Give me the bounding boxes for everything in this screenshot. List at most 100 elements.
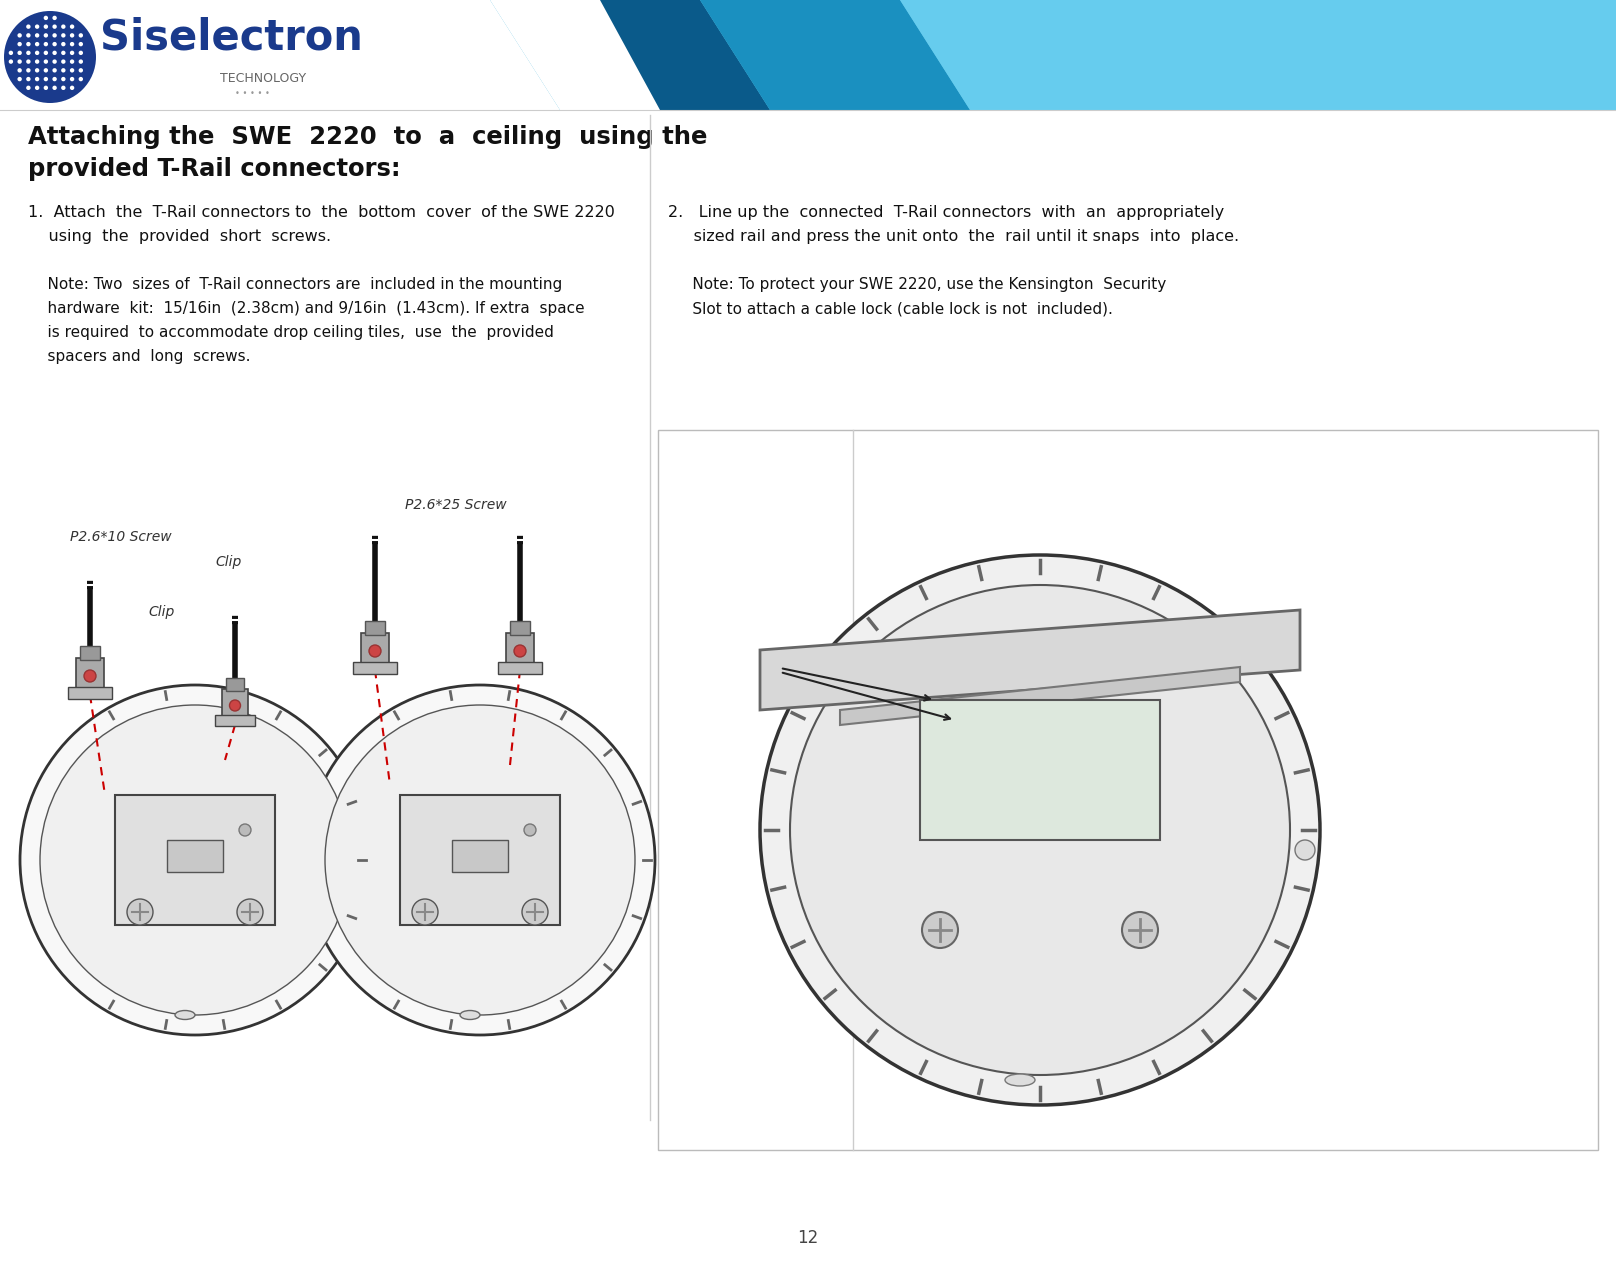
Text: Attaching the  SWE  2220  to  a  ceiling  using the: Attaching the SWE 2220 to a ceiling usin… <box>27 126 708 150</box>
Circle shape <box>18 77 23 81</box>
Bar <box>221 689 249 720</box>
Circle shape <box>79 77 82 81</box>
Circle shape <box>52 68 57 72</box>
Circle shape <box>52 33 57 38</box>
Circle shape <box>26 33 31 38</box>
Circle shape <box>69 68 74 72</box>
Circle shape <box>18 33 23 38</box>
Circle shape <box>69 24 74 29</box>
Circle shape <box>44 77 48 81</box>
Circle shape <box>44 51 48 55</box>
Circle shape <box>69 42 74 47</box>
Circle shape <box>79 68 82 72</box>
Circle shape <box>238 899 263 924</box>
Circle shape <box>18 68 23 72</box>
Bar <box>506 633 535 667</box>
Circle shape <box>52 51 57 55</box>
Circle shape <box>18 60 23 63</box>
Text: TECHNOLOGY: TECHNOLOGY <box>220 71 305 85</box>
Ellipse shape <box>461 1011 480 1019</box>
Bar <box>511 621 530 635</box>
Circle shape <box>44 24 48 29</box>
Circle shape <box>44 15 48 20</box>
Text: T-Rail: T-Rail <box>900 483 937 497</box>
Circle shape <box>61 86 66 90</box>
Bar <box>365 621 385 635</box>
Circle shape <box>84 670 95 682</box>
Text: P2.6*10 Screw: P2.6*10 Screw <box>69 530 171 544</box>
Circle shape <box>239 824 250 836</box>
Circle shape <box>36 77 39 81</box>
Text: 12: 12 <box>797 1229 819 1246</box>
Circle shape <box>128 899 154 924</box>
Circle shape <box>36 68 39 72</box>
Circle shape <box>36 51 39 55</box>
Circle shape <box>79 33 82 38</box>
Bar <box>401 795 561 924</box>
Circle shape <box>52 15 57 20</box>
Text: hardware  kit:  15/16in  (2.38cm) and 9/16in  (1.43cm). If extra  space: hardware kit: 15/16in (2.38cm) and 9/16i… <box>27 301 585 316</box>
Circle shape <box>26 42 31 47</box>
Polygon shape <box>760 610 1299 710</box>
Circle shape <box>79 51 82 55</box>
Bar <box>68 687 112 699</box>
Circle shape <box>26 68 31 72</box>
Text: Slot to attach a cable lock (cable lock is not  included).: Slot to attach a cable lock (cable lock … <box>667 301 1113 316</box>
Ellipse shape <box>790 585 1290 1075</box>
Circle shape <box>36 42 39 47</box>
Circle shape <box>61 33 66 38</box>
Bar <box>115 795 275 924</box>
Circle shape <box>44 68 48 72</box>
Bar <box>360 633 389 667</box>
Circle shape <box>36 86 39 90</box>
Circle shape <box>412 899 438 924</box>
Bar <box>498 662 541 673</box>
Circle shape <box>52 77 57 81</box>
Ellipse shape <box>19 685 370 1035</box>
Ellipse shape <box>305 685 654 1035</box>
Circle shape <box>52 42 57 47</box>
Bar <box>658 430 1598 1150</box>
Circle shape <box>69 60 74 63</box>
Bar <box>452 839 507 872</box>
Circle shape <box>36 60 39 63</box>
Circle shape <box>3 11 95 103</box>
Circle shape <box>69 86 74 90</box>
Circle shape <box>52 24 57 29</box>
Circle shape <box>44 60 48 63</box>
Text: • • • • •: • • • • • <box>234 90 270 99</box>
Circle shape <box>79 60 82 63</box>
Circle shape <box>69 33 74 38</box>
Circle shape <box>52 86 57 90</box>
Text: provided T-Rail connectors:: provided T-Rail connectors: <box>27 157 401 181</box>
Text: 1.  Attach  the  T-Rail connectors to  the  bottom  cover  of the SWE 2220: 1. Attach the T-Rail connectors to the b… <box>27 205 614 221</box>
Circle shape <box>36 33 39 38</box>
Text: Note: To protect your SWE 2220, use the Kensington  Security: Note: To protect your SWE 2220, use the … <box>667 276 1167 292</box>
Bar <box>215 715 255 727</box>
Bar <box>226 678 244 691</box>
Circle shape <box>8 60 13 63</box>
Bar <box>166 839 223 872</box>
Bar <box>0 0 1616 110</box>
Circle shape <box>61 68 66 72</box>
Circle shape <box>61 60 66 63</box>
Text: 2.   Line up the  connected  T-Rail connectors  with  an  appropriately: 2. Line up the connected T-Rail connecto… <box>667 205 1225 221</box>
Text: Clip: Clip <box>149 605 175 619</box>
Circle shape <box>61 24 66 29</box>
Text: spacers and  long  screws.: spacers and long screws. <box>27 349 250 364</box>
Circle shape <box>44 33 48 38</box>
Bar <box>76 658 105 691</box>
Polygon shape <box>700 0 970 110</box>
Circle shape <box>26 60 31 63</box>
Text: Clip: Clip <box>215 555 241 569</box>
Circle shape <box>36 24 39 29</box>
Ellipse shape <box>1005 1074 1034 1085</box>
Polygon shape <box>900 0 1616 110</box>
Ellipse shape <box>175 1011 196 1019</box>
Bar <box>81 645 100 661</box>
Text: sized rail and press the unit onto  the  rail until it snaps  into  place.: sized rail and press the unit onto the r… <box>667 230 1239 243</box>
Text: Clips: Clips <box>700 653 734 667</box>
Polygon shape <box>590 0 769 110</box>
Text: using  the  provided  short  screws.: using the provided short screws. <box>27 230 331 243</box>
Text: Siselectron: Siselectron <box>100 16 364 60</box>
